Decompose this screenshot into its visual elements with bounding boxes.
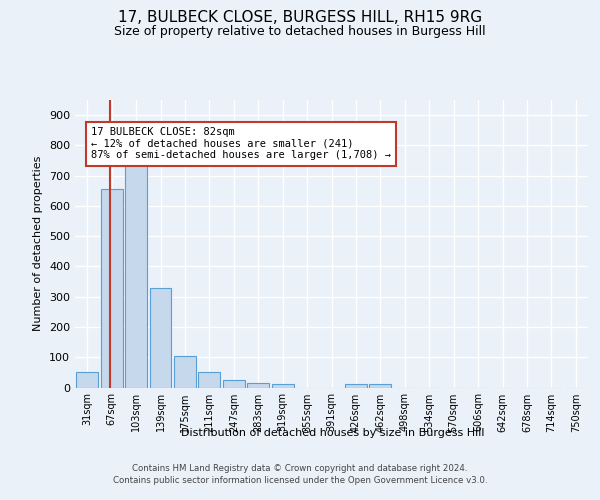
Text: 17, BULBECK CLOSE, BURGESS HILL, RH15 9RG: 17, BULBECK CLOSE, BURGESS HILL, RH15 9R…	[118, 10, 482, 25]
Bar	[272, 384, 293, 388]
Bar	[199, 372, 220, 388]
Text: Contains public sector information licensed under the Open Government Licence v3: Contains public sector information licen…	[113, 476, 487, 485]
Bar	[125, 164, 147, 388]
Bar	[101, 190, 122, 388]
Bar	[223, 380, 245, 388]
Bar	[370, 384, 391, 388]
Bar	[149, 288, 172, 388]
Text: Size of property relative to detached houses in Burgess Hill: Size of property relative to detached ho…	[114, 25, 486, 38]
Text: 17 BULBECK CLOSE: 82sqm
← 12% of detached houses are smaller (241)
87% of semi-d: 17 BULBECK CLOSE: 82sqm ← 12% of detache…	[91, 127, 391, 160]
Bar	[76, 372, 98, 388]
Y-axis label: Number of detached properties: Number of detached properties	[34, 156, 43, 332]
Bar	[345, 384, 367, 388]
Text: Distribution of detached houses by size in Burgess Hill: Distribution of detached houses by size …	[181, 428, 485, 438]
Bar	[247, 383, 269, 388]
Bar	[174, 356, 196, 388]
Text: Contains HM Land Registry data © Crown copyright and database right 2024.: Contains HM Land Registry data © Crown c…	[132, 464, 468, 473]
